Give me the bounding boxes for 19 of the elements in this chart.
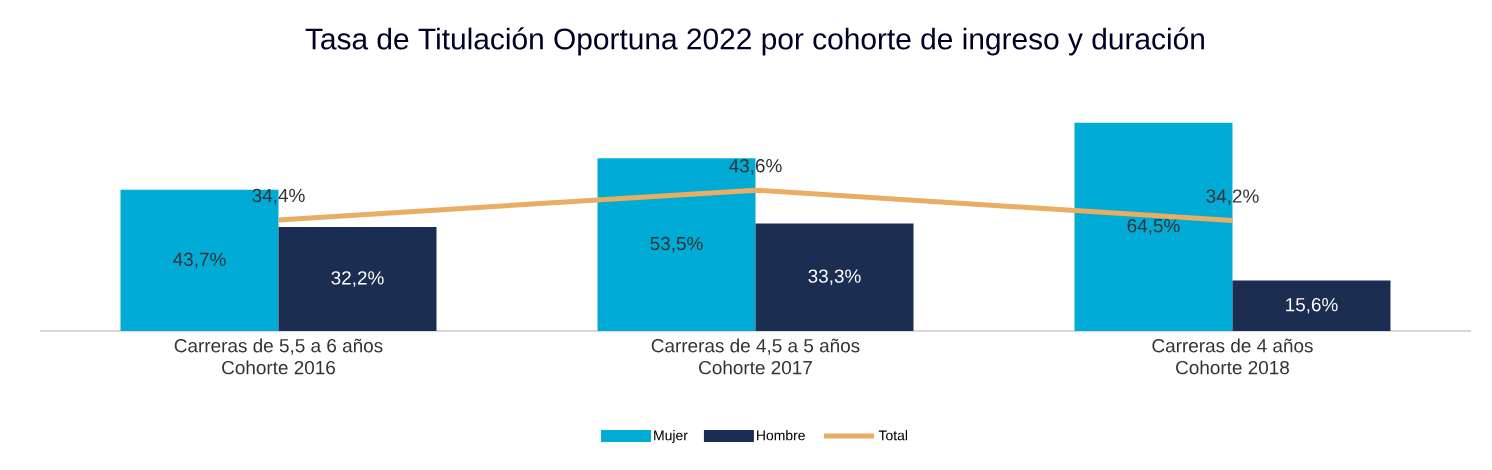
bar [1232,280,1391,331]
data-label: 43,7% [173,252,226,269]
x-tick-label: Carreras de 4 años Cohorte 2018 [1152,338,1313,375]
legend-label: Hombre [757,430,805,441]
x-tick-label: Carreras de 5,5 a 6 años Cohorte 2016 [174,338,383,375]
data-label: 15,6% [1286,297,1338,314]
data-label: 53,5% [650,236,703,253]
bar [755,223,914,331]
legend-label: Mujer [654,430,688,444]
x-tick-label: Carreras de 4,5 a 5 años Cohorte 2017 [651,338,860,375]
data-label: 43,6% [729,159,782,175]
data-label: 32,2% [331,271,384,287]
data-label: 34,2% [1206,189,1259,206]
data-label: 64,5% [1127,219,1180,235]
bar [278,227,437,331]
data-label: 33,3% [808,269,861,286]
legend-label: Total [878,430,908,441]
chart-title: Tasa de Titulación Oportuna 2022 por cohorte de ingreso y duración [305,27,1204,56]
data-label: 34,4% [252,188,305,205]
